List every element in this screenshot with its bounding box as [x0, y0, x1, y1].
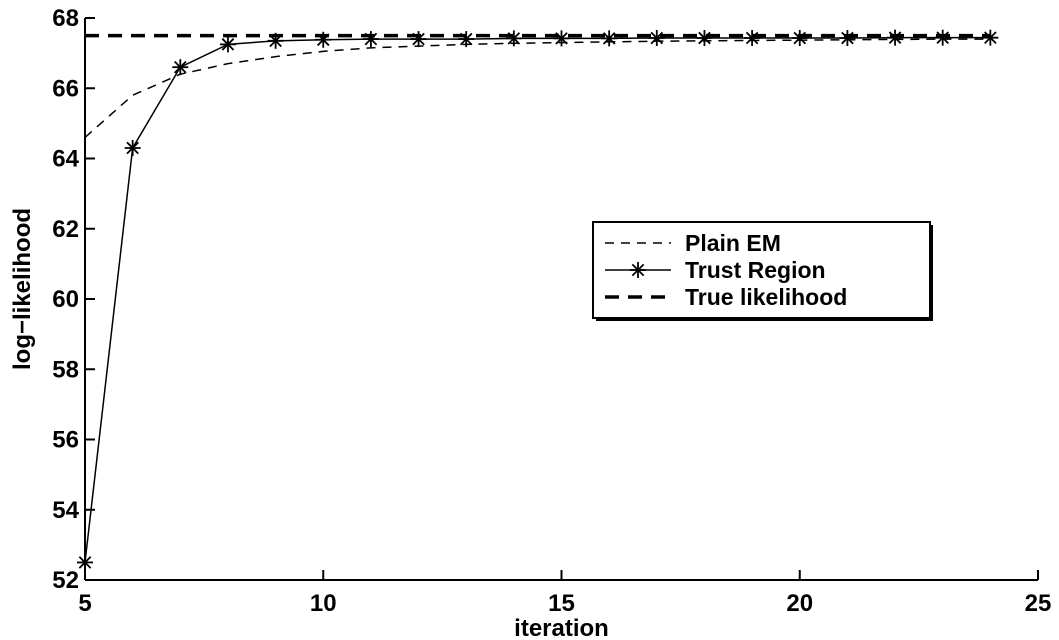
star-marker	[839, 30, 856, 47]
star-marker	[982, 29, 999, 46]
star-marker	[553, 30, 570, 47]
star-marker	[410, 31, 427, 48]
star-marker	[601, 30, 618, 47]
star-marker	[219, 36, 236, 53]
x-tick-label: 20	[786, 590, 813, 617]
star-marker	[934, 29, 951, 46]
star-marker	[362, 31, 379, 48]
legend-label-0: Plain EM	[685, 230, 781, 256]
x-tick-label: 5	[78, 590, 91, 617]
axes: 5 10 15 20 25 52 54 56 58 60 62 64 66 68	[52, 5, 1051, 617]
legend-label-2: True likelihood	[685, 284, 847, 310]
star-marker	[696, 30, 713, 47]
legend-label-1: Trust Region	[685, 257, 826, 283]
star-marker	[630, 262, 646, 278]
x-tick-label: 25	[1025, 590, 1052, 617]
y-tick-label: 58	[52, 356, 79, 383]
x-tick-label: 10	[310, 590, 337, 617]
y-tick-label: 60	[52, 286, 79, 313]
star-marker	[505, 30, 522, 47]
series-line-0	[84, 38, 991, 138]
star-marker	[77, 554, 93, 571]
y-tick-label: 62	[52, 216, 79, 243]
y-tick-label: 52	[52, 567, 79, 594]
y-tick-label: 68	[52, 5, 79, 32]
star-marker	[791, 30, 808, 47]
y-axis-label: log−likelihood	[9, 208, 36, 370]
y-tick-label: 64	[52, 146, 79, 173]
x-axis-label: iteration	[514, 615, 609, 640]
star-marker	[887, 29, 904, 46]
series-layer	[77, 29, 999, 571]
star-marker	[744, 30, 761, 47]
x-tick-label: 15	[548, 590, 575, 617]
y-tick-label: 54	[52, 497, 79, 524]
y-tick-label: 56	[52, 427, 79, 454]
star-marker	[648, 30, 665, 47]
star-marker	[172, 59, 189, 76]
star-marker	[458, 31, 475, 48]
y-tick-label: 66	[52, 75, 79, 102]
star-marker	[124, 139, 141, 156]
